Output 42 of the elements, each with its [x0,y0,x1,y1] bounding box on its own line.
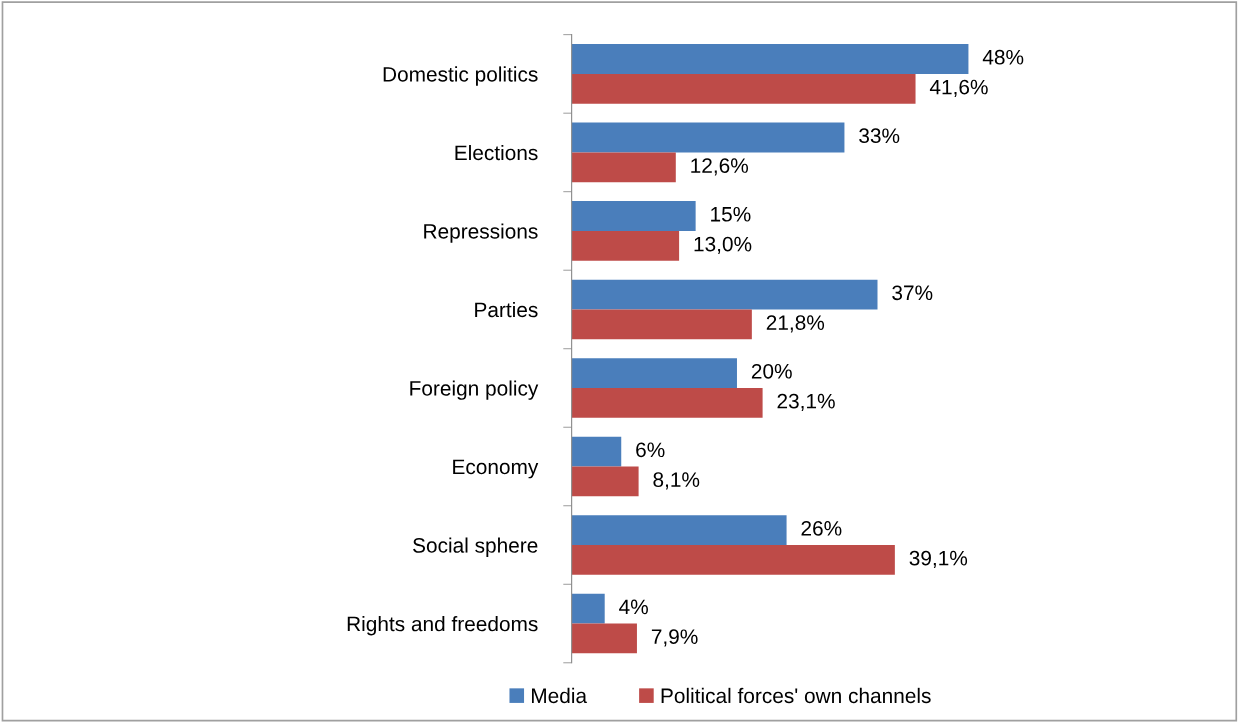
y-tick-label: Economy [453,459,539,479]
bar [571,122,845,153]
data-label: 26% [801,520,842,536]
data-label: 7,9% [651,629,698,647]
bar [571,73,916,104]
data-label: 48% [982,49,1024,65]
data-label: 12,6% [691,158,749,176]
bar [571,466,639,497]
data-label: 37% [892,285,933,301]
legend-label: Political forces' own channels [661,687,931,704]
bar [571,515,787,546]
bar [571,623,637,654]
data-label: 4% [619,599,648,615]
data-label: 6% [636,442,665,458]
y-tick-label: Domestic politics [383,66,538,86]
bar [571,593,605,624]
y-tick-label: Elections [455,144,538,161]
bar [571,230,680,261]
y-tick-label: Rights and freedoms [347,615,538,636]
y-tick-label: Parties [475,301,538,318]
legend-label: Media [532,687,588,704]
data-label: 8,1% [653,472,700,490]
bar [571,201,696,231]
bar [571,387,763,418]
bar [571,309,752,340]
y-tick-label: Repressions [424,223,538,243]
data-label: 21,8% [766,315,825,333]
bar [571,545,895,575]
y-tick-label: Foreign policy [410,380,539,400]
data-label: 15% [711,206,751,222]
data-label: 20% [751,363,792,379]
bar [571,44,969,74]
bar [571,358,737,388]
bar [571,436,622,467]
bar [571,279,878,310]
bar [571,152,676,183]
data-label: 33% [859,128,900,144]
data-label: 39,1% [909,550,968,568]
data-label: 23,1% [777,393,835,411]
data-label: 41,6% [929,79,988,97]
y-tick-label: Social sphere [413,537,538,557]
data-label: 13,0% [694,236,752,254]
